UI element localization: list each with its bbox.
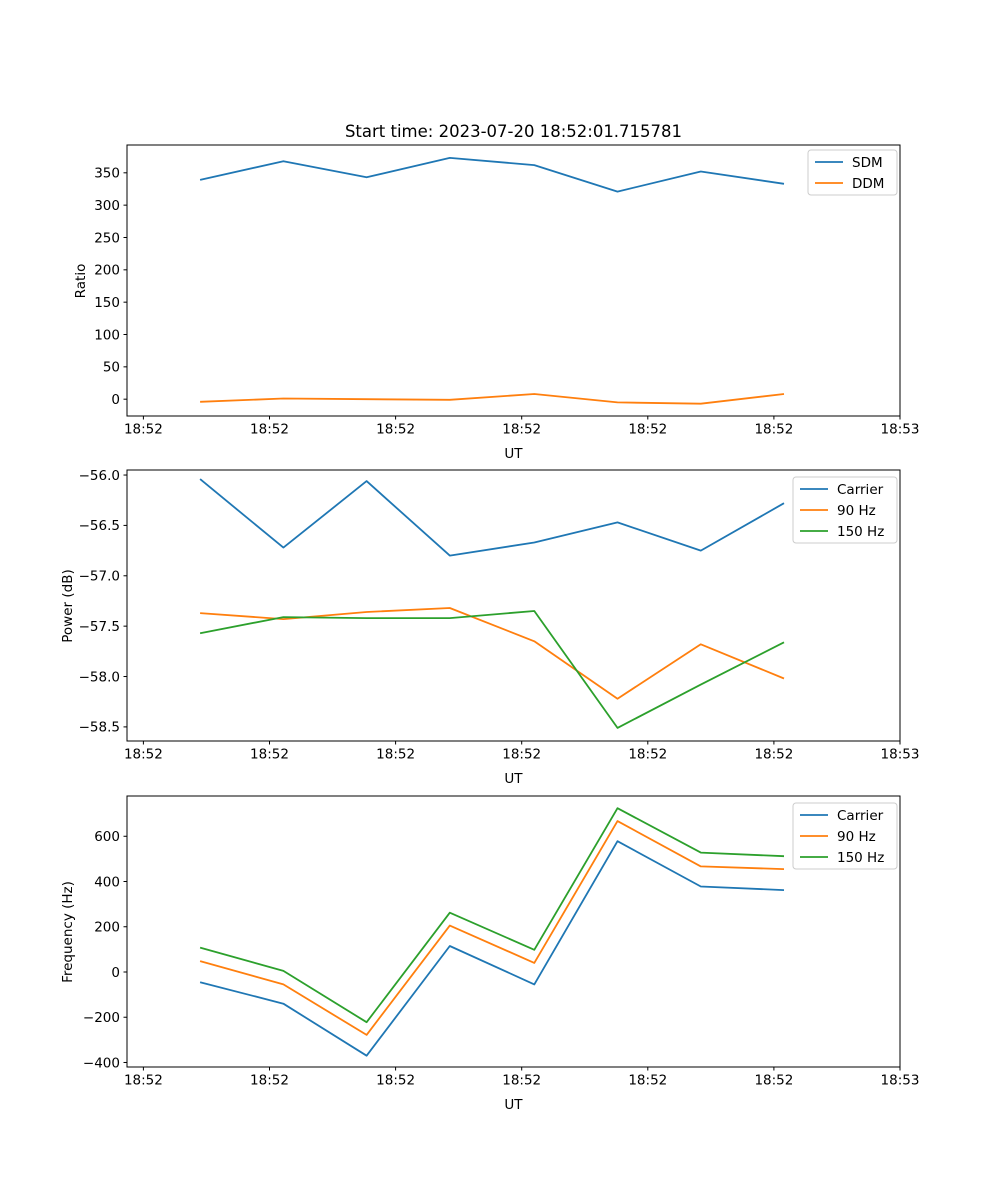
x-tick-label: 18:52: [376, 747, 415, 763]
plot-frame: [126, 144, 901, 417]
y-tick-label: −400: [83, 1055, 120, 1071]
x-tick-label: 18:52: [628, 747, 667, 763]
x-tick-label: 18:52: [502, 1073, 541, 1089]
x-tick-label: 18:52: [502, 422, 541, 438]
ratio-series-SDM: [199, 156, 785, 193]
plot-frame: [126, 795, 901, 1068]
power-plot-xlabel: UT: [504, 771, 523, 787]
y-tick-label: 50: [103, 360, 120, 376]
y-tick-label: −58.0: [79, 669, 120, 685]
x-tick-label: 18:52: [250, 422, 289, 438]
power-series-90 Hz: [200, 607, 785, 700]
ratio-series-DDM: [200, 393, 785, 405]
x-tick-label: 18:52: [754, 422, 793, 438]
x-tick-label: 18:52: [124, 422, 163, 438]
y-tick-label: 0: [111, 965, 120, 981]
y-tick-label: 350: [94, 166, 120, 182]
x-tick-label: 18:53: [881, 1073, 920, 1089]
power-series-Carrier: [199, 478, 785, 557]
y-tick-label: 100: [94, 327, 120, 343]
x-tick-label: 18:52: [250, 747, 289, 763]
power-series-150 Hz: [199, 610, 785, 729]
plot-frame: [126, 469, 901, 742]
ratio-plot-ylabel: Ratio: [73, 263, 89, 298]
power-plot-ylabel: Power (dB): [60, 568, 76, 643]
y-tick-label: −57.0: [79, 569, 120, 585]
legend-label: SDM: [852, 155, 883, 171]
x-tick-label: 18:52: [376, 422, 415, 438]
chart-title: Start time: 2023-07-20 18:52:01.715781: [344, 122, 683, 141]
ratio-legend: SDM DDM: [807, 149, 898, 196]
x-tick-label: 18:52: [754, 1073, 793, 1089]
x-tick-label: 18:52: [124, 747, 163, 763]
legend-label: Carrier: [837, 808, 884, 824]
y-tick-label: 200: [94, 920, 120, 936]
legend-box: [792, 802, 898, 870]
frequency-series-150 Hz: [199, 807, 785, 1024]
power-legend: Carrier 90 Hz 150 Hz: [792, 476, 898, 544]
legend-label: DDM: [852, 176, 884, 192]
legend-box: [792, 476, 898, 544]
y-tick-label: 300: [94, 198, 120, 214]
y-tick-label: 150: [94, 295, 120, 311]
y-tick-label: 400: [94, 874, 120, 890]
power-plot: −56.0−56.5−57.0−57.5−58.0−58.518:52 18:52…: [79, 468, 920, 763]
legend-label: 90 Hz: [837, 503, 876, 519]
x-tick-label: 18:52: [628, 1073, 667, 1089]
y-tick-label: −56.5: [79, 518, 120, 534]
x-tick-label: 18:52: [376, 1073, 415, 1089]
x-tick-label: 18:52: [628, 422, 667, 438]
frequency-series-Carrier: [199, 840, 785, 1057]
y-tick-label: −200: [83, 1010, 120, 1026]
frequency-legend: Carrier 90 Hz 150 Hz: [792, 802, 898, 870]
frequency-plot-xlabel: UT: [504, 1097, 523, 1113]
y-tick-label: 0: [111, 392, 120, 408]
legend-label: Carrier: [837, 482, 884, 498]
y-tick-label: 200: [94, 263, 120, 279]
frequency-plot: −400 −200 0 200 400 600 18:52 18:52 18:52 18:52 18…: [83, 795, 920, 1089]
y-tick-label: −58.5: [79, 720, 120, 736]
x-tick-label: 18:53: [881, 747, 920, 763]
y-tick-label: 250: [94, 230, 120, 246]
legend-label: 150 Hz: [837, 524, 884, 540]
y-tick-label: −57.5: [79, 619, 120, 635]
y-tick-label: 600: [94, 829, 120, 845]
x-tick-label: 18:52: [754, 747, 793, 763]
x-tick-label: 18:52: [502, 747, 541, 763]
x-tick-label: 18:53: [881, 422, 920, 438]
ratio-plot-xlabel: UT: [504, 446, 523, 462]
x-tick-label: 18:52: [124, 1073, 163, 1089]
legend-label: 90 Hz: [837, 829, 876, 845]
ratio-plot: 0 50 100 150 200 250 300 350 18:52 18:52 18:52 18:5…: [94, 144, 920, 438]
x-tick-label: 18:52: [250, 1073, 289, 1089]
frequency-series-90 Hz: [199, 820, 785, 1036]
legend-label: 150 Hz: [837, 850, 884, 866]
y-tick-label: −56.0: [79, 468, 120, 484]
frequency-plot-ylabel: Frequency (Hz): [60, 880, 76, 983]
